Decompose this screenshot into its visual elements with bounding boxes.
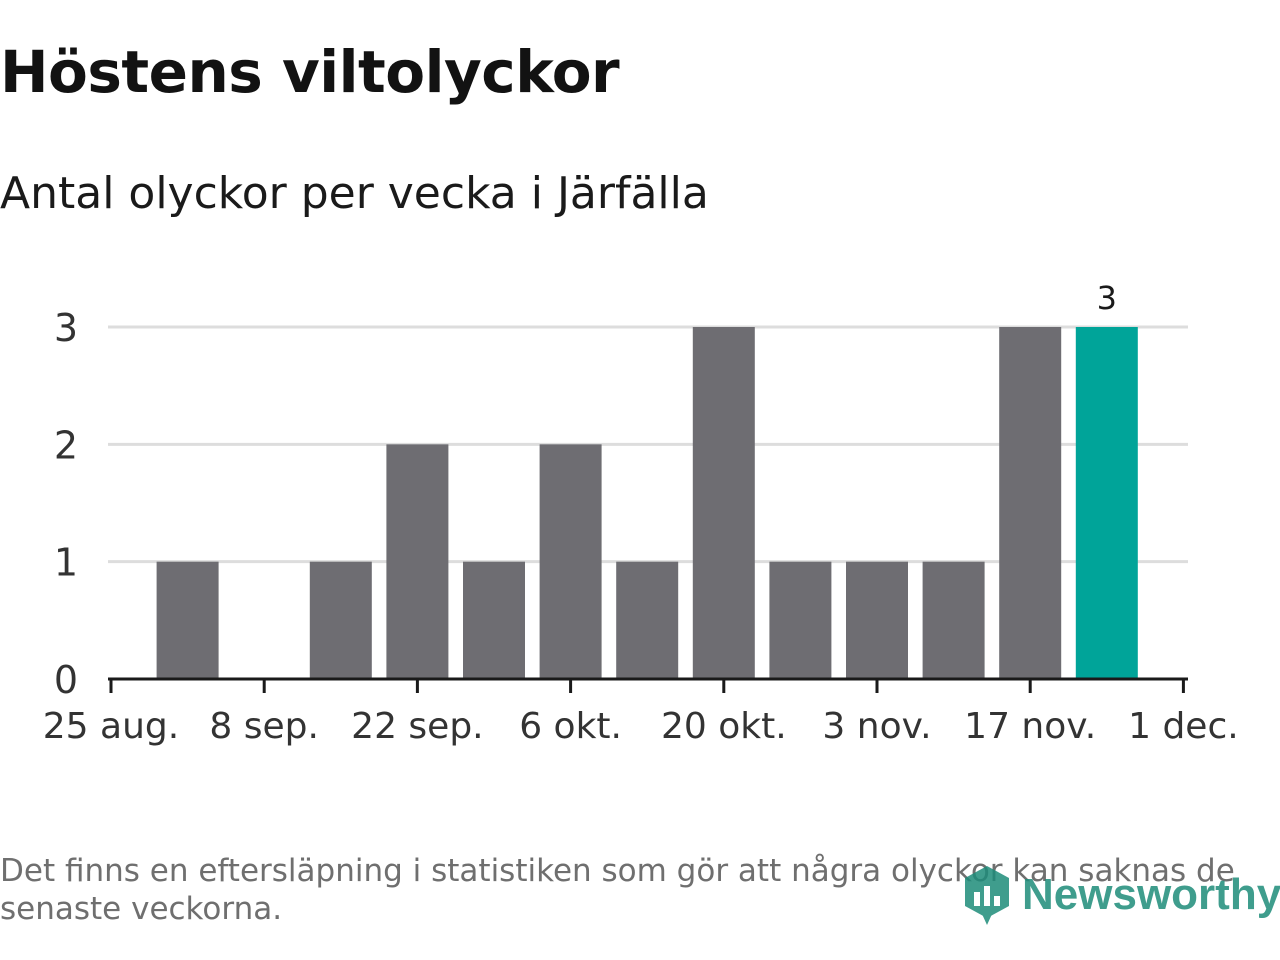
bar — [156, 561, 219, 679]
bar — [846, 561, 908, 679]
x-tick-label: 1 dec. — [1128, 706, 1239, 747]
bar — [386, 444, 449, 679]
data-label: 3 — [1097, 279, 1117, 317]
x-tick-label: 25 aug. — [43, 706, 179, 747]
y-tick-label: 3 — [54, 306, 78, 350]
x-tick-label: 8 sep. — [209, 706, 319, 747]
brand-name: Newsworthy — [1022, 870, 1280, 919]
bar — [539, 444, 602, 679]
bar — [922, 561, 985, 679]
y-tick-label: 1 — [54, 541, 78, 585]
x-tick-label: 6 okt. — [519, 706, 622, 747]
newsworthy-logo-icon — [965, 866, 1009, 925]
y-tick-label: 2 — [54, 423, 78, 467]
bar — [769, 561, 832, 679]
bar — [309, 561, 372, 679]
y-tick-label: 0 — [54, 658, 78, 702]
chart-subtitle: Antal olyckor per vecka i Järfälla — [0, 168, 709, 219]
footnote: Det finns en eftersläpning i statistiken… — [0, 853, 1235, 927]
x-tick-label: 3 nov. — [822, 706, 931, 747]
x-tick-label: 17 nov. — [964, 706, 1096, 747]
bar — [463, 561, 525, 679]
bar — [692, 327, 755, 679]
brand-logo: Newsworthy — [962, 860, 1280, 930]
bar — [616, 561, 679, 679]
bar-chart: 0 1 2 3 3 25 aug. 8 sep. 22 sep. 6 okt. 20 okt. 3 … — [43, 279, 1239, 747]
bar — [999, 327, 1062, 679]
x-tick-label: 22 sep. — [351, 706, 483, 747]
highlight-bar — [1075, 327, 1138, 679]
x-tick-label: 20 okt. — [661, 706, 787, 747]
chart-title: Höstens viltolyckor — [0, 38, 620, 106]
